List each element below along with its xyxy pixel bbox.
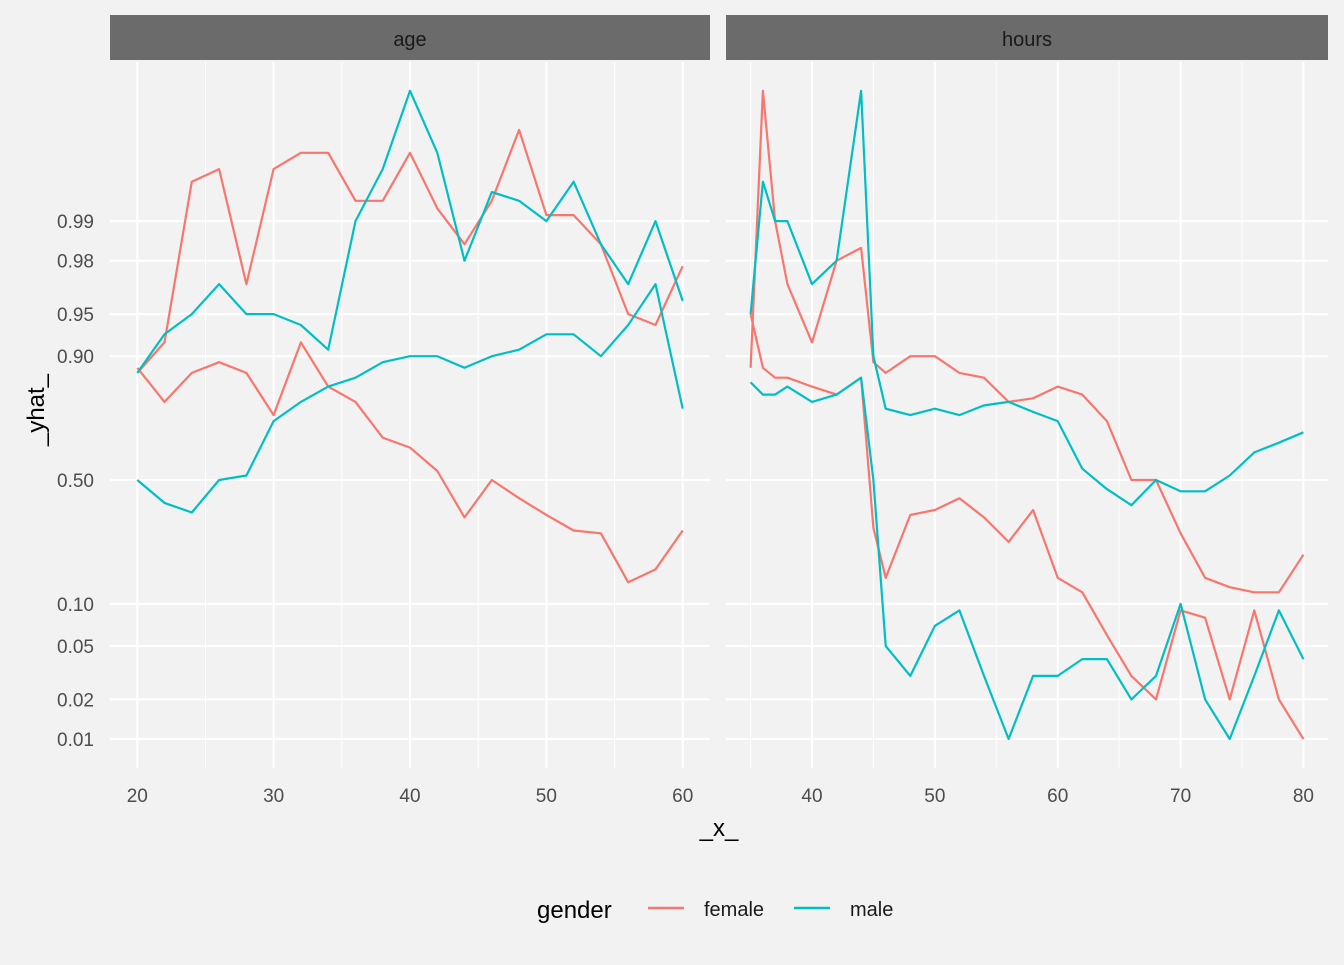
series-line-female: [136, 341, 684, 584]
x-tick-label: 60: [1047, 786, 1068, 807]
y-tick-label: 0.99: [57, 212, 94, 233]
y-tick-label: 0.02: [57, 690, 94, 711]
series-line-female: [749, 313, 1305, 740]
strip-background: [726, 15, 1328, 60]
strip-label: age: [393, 29, 426, 51]
x-tick-label: 50: [536, 786, 557, 807]
series-line-male: [749, 376, 1305, 741]
legend-title: gender: [537, 897, 612, 924]
panel-hours: hours 40 50 60 70 80: [726, 15, 1328, 807]
series-line-female: [136, 128, 684, 374]
x-tick-label: 40: [801, 786, 822, 807]
panel-age: age 20 30 40 50 60: [110, 15, 710, 807]
y-tick-label: 0.50: [57, 471, 94, 492]
series-line-male: [136, 283, 684, 514]
series-line-male: [136, 89, 684, 374]
x-tick-label: 50: [924, 786, 945, 807]
y-tick-label: 0.05: [57, 637, 94, 658]
legend: gender female male: [537, 897, 893, 924]
y-axis-title: _yhat_: [23, 373, 50, 447]
x-tick-label: 60: [672, 786, 693, 807]
y-tick-label: 0.01: [57, 730, 94, 751]
x-axis-title: _x_: [699, 815, 739, 842]
series-line-female: [749, 89, 1305, 594]
series-line-male: [749, 89, 1304, 507]
strip-background: [110, 15, 710, 60]
x-tick-label: 30: [263, 786, 284, 807]
x-tick-label: 80: [1293, 786, 1314, 807]
y-tick-label: 0.98: [57, 252, 94, 273]
y-tick-label: 0.10: [57, 595, 94, 616]
strip-label: hours: [1002, 29, 1052, 51]
panel-background: [726, 62, 1328, 768]
x-tick-label: 40: [399, 786, 420, 807]
legend-label-male: male: [850, 899, 893, 921]
y-tick-label: 0.95: [57, 305, 94, 326]
legend-label-female: female: [704, 899, 764, 921]
x-tick-label: 20: [127, 786, 148, 807]
y-tick-label: 0.90: [57, 347, 94, 368]
x-tick-label: 70: [1170, 786, 1191, 807]
